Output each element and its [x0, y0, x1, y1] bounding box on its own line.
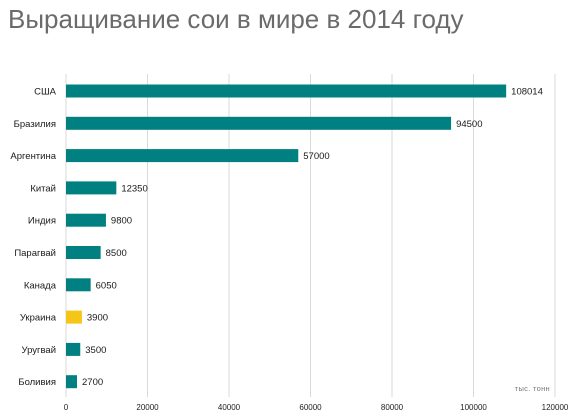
- value-label: 9800: [111, 216, 132, 227]
- category-label: Парагвай: [14, 248, 56, 259]
- bar: [66, 149, 299, 163]
- category-label: Канада: [24, 280, 57, 291]
- value-label: 8500: [106, 248, 127, 259]
- category-label: США: [34, 87, 57, 98]
- unit-label: тыс. тонн: [515, 384, 550, 393]
- value-labels: 108014 94500 57000 12350 9800 8500 6050 3900 350…: [82, 87, 543, 389]
- x-tick-label: 100000: [460, 403, 487, 412]
- bar: [66, 310, 82, 324]
- category-label: Китай: [30, 183, 56, 194]
- x-tick-label: 40000: [218, 403, 241, 412]
- x-tick-label: 0: [64, 403, 69, 412]
- bar: [66, 278, 91, 292]
- chart-title: Выращивание сои в мире в 2014 году: [8, 4, 464, 34]
- category-label: Бразилия: [14, 119, 56, 130]
- value-label: 57000: [303, 151, 329, 162]
- value-label: 94500: [456, 119, 482, 130]
- category-label: Уругвай: [21, 345, 56, 356]
- x-tick-label: 80000: [381, 403, 404, 412]
- x-axis-ticks: 0 20000 40000 60000 80000 100000 120000: [64, 403, 569, 412]
- bar: [66, 213, 106, 227]
- category-label: Аргентина: [10, 151, 56, 162]
- value-label: 3900: [87, 313, 108, 324]
- x-tick-label: 60000: [299, 403, 322, 412]
- bar: [66, 84, 507, 98]
- value-label: 108014: [511, 87, 543, 98]
- value-label: 3500: [85, 345, 106, 356]
- category-label: Украина: [20, 313, 57, 324]
- value-label: 2700: [82, 377, 103, 388]
- bars: [66, 84, 507, 389]
- x-tick-label: 120000: [542, 403, 569, 412]
- bar: [66, 342, 81, 356]
- category-label: Боливия: [18, 377, 56, 388]
- bar: [66, 246, 101, 259]
- category-labels: США Бразилия Аргентина Китай Индия Парагвай Ка…: [10, 87, 56, 389]
- bar: [66, 375, 78, 389]
- x-tick-label: 20000: [136, 403, 159, 412]
- bar: [66, 181, 117, 195]
- value-label: 12350: [121, 183, 147, 194]
- bar: [66, 116, 452, 130]
- category-label: Индия: [28, 216, 56, 227]
- value-label: 6050: [96, 280, 117, 291]
